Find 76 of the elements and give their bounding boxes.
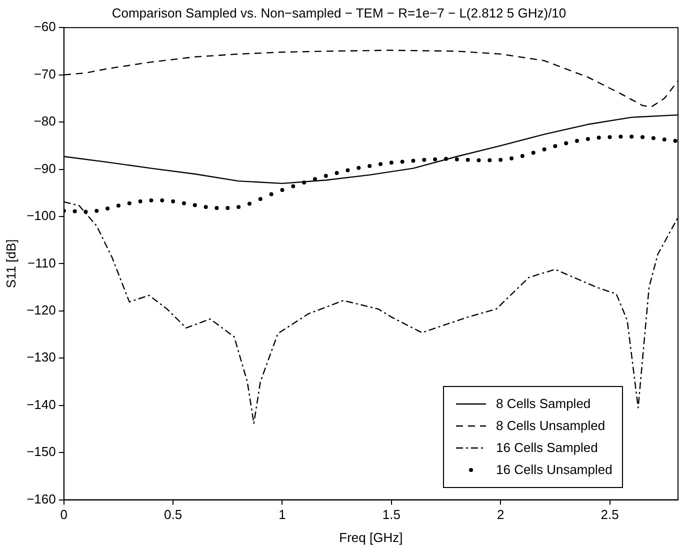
point (106, 206, 110, 210)
point (596, 136, 601, 140)
legend-label: 16 Cells Unsampled (496, 462, 612, 478)
point (236, 205, 241, 210)
x-axis-title: Freq [GHz] (339, 530, 403, 545)
point (356, 166, 361, 170)
x-tick-label: 1.5 (382, 507, 400, 522)
y-tick-label: −160 (26, 491, 56, 506)
point (247, 202, 252, 206)
point (433, 157, 438, 162)
point (400, 160, 404, 164)
point (226, 206, 230, 210)
legend-label: 8 Cells Sampled (496, 396, 591, 412)
point (411, 158, 416, 163)
point (575, 138, 580, 143)
y-tick-label: −70 (34, 66, 56, 82)
y-tick-label: −150 (26, 444, 56, 460)
x-tick-label: 0 (60, 507, 68, 522)
point (346, 168, 350, 172)
point (258, 197, 262, 202)
x-tick-label: 2 (496, 507, 504, 522)
y-axis-title: S11 [dB] (3, 239, 18, 288)
point (192, 203, 197, 208)
point (324, 174, 328, 178)
legend-label: 16 Cells Sampled (496, 440, 598, 456)
y-tick-label: −120 (26, 302, 56, 318)
point (618, 134, 623, 139)
legend-label: 8 Cells Unsampled (496, 418, 606, 434)
y-tick-label: −80 (34, 114, 56, 129)
point (542, 147, 546, 152)
point (116, 204, 120, 208)
point (520, 154, 524, 158)
point (466, 158, 470, 162)
point (476, 158, 481, 162)
point (291, 184, 296, 188)
point (640, 135, 645, 140)
point (149, 198, 154, 202)
point (553, 144, 558, 148)
point (204, 205, 208, 210)
point (488, 158, 492, 162)
point (630, 134, 634, 139)
point (673, 138, 678, 143)
point (127, 201, 132, 206)
point (138, 199, 142, 204)
point (586, 137, 590, 142)
point (94, 208, 99, 213)
point (510, 156, 514, 160)
x-tick-label: 2.5 (600, 507, 619, 522)
point (531, 150, 536, 155)
point (368, 164, 372, 168)
point (214, 206, 219, 210)
point (564, 141, 568, 146)
point (498, 158, 503, 162)
x-tick-label: 0.5 (164, 507, 182, 522)
y-tick-label: −130 (26, 350, 56, 365)
point (454, 157, 459, 162)
point (662, 138, 666, 142)
y-tick-label: −140 (26, 396, 56, 412)
point (378, 162, 382, 166)
y-tick-label: −90 (34, 160, 56, 176)
point (269, 192, 274, 196)
point (608, 135, 612, 140)
y-tick-label: −100 (26, 208, 56, 224)
chart-title: Comparison Sampled vs. Non−sampled − TEM − R=1e−7 − L(2.812 5 GHz)/10 (112, 5, 566, 20)
point (72, 209, 77, 214)
point (651, 136, 656, 140)
point (171, 199, 176, 204)
x-tick-label: 1 (278, 507, 286, 522)
y-tick-label: −110 (28, 255, 56, 270)
y-tick-label: −60 (34, 19, 56, 34)
point (389, 160, 394, 165)
point (334, 171, 339, 176)
point (280, 188, 284, 192)
point (182, 201, 186, 206)
point (422, 158, 426, 162)
point (160, 198, 164, 202)
